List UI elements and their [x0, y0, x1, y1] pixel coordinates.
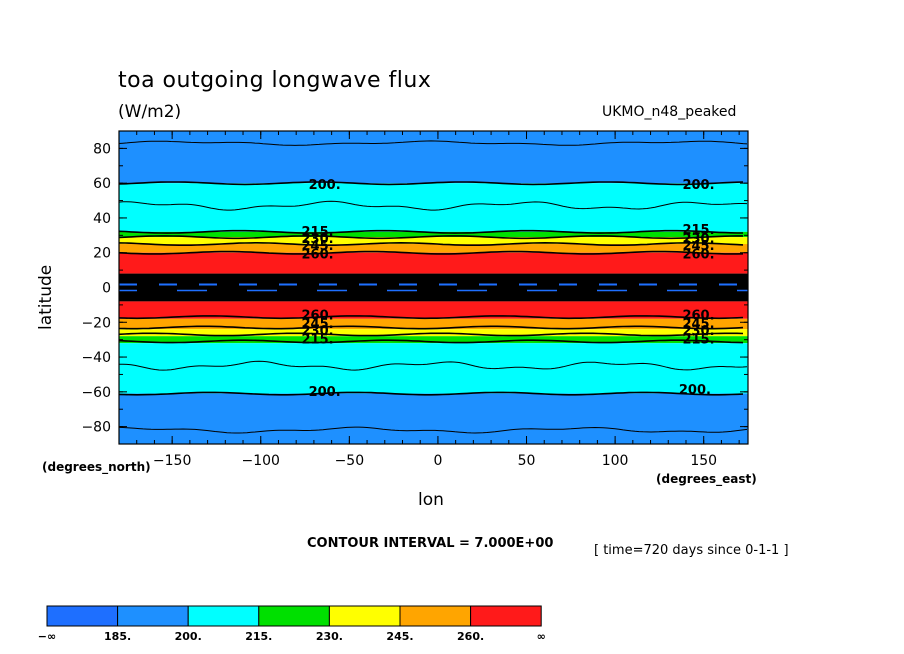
colorbar-label: ∞ — [537, 630, 546, 643]
latitude-band — [119, 273, 748, 302]
contour-label: 230. — [682, 324, 714, 339]
colorbar: −∞ 185. 200. 215. 230. 245. 260. ∞ — [38, 605, 546, 643]
contour-label-layer: 200. 200.215. 215.230. 230.245. 245.260. 260.… — [301, 178, 714, 400]
x-axis-label: lon — [418, 490, 444, 510]
x-tick-label: 100 — [602, 453, 629, 469]
contour-label: 215. — [301, 333, 333, 348]
contour-label: 200. — [679, 383, 711, 398]
colorbar-label: 185. — [104, 630, 131, 643]
contour-line-layer — [118, 181, 744, 396]
contour-line — [118, 250, 744, 255]
colorbar-label: 200. — [175, 630, 202, 643]
colorbar-swatch — [470, 605, 542, 627]
contour-label: 260. — [301, 308, 333, 323]
x-tick-label: 150 — [690, 453, 717, 469]
band-layer — [119, 131, 748, 444]
latitude-band — [119, 131, 748, 184]
contour-label: 245. — [682, 239, 714, 254]
x-tick-label: 0 — [433, 453, 442, 469]
contour-line — [118, 315, 744, 320]
y-tick-label: 80 — [93, 141, 111, 157]
y-tick-label: −40 — [81, 350, 111, 366]
contour-label: 260. — [682, 247, 714, 262]
colorbar-swatch — [46, 605, 119, 627]
colorbar-swatch — [258, 605, 330, 627]
contour-label: 215. — [682, 333, 714, 348]
contour-label: 200. — [309, 385, 341, 400]
time-text: [ time=720 days since 0-1-1 ] — [594, 543, 789, 558]
colorbar-swatch — [399, 605, 472, 627]
minor-contour — [119, 360, 748, 371]
latitude-band — [119, 244, 748, 253]
x-tick-label: −50 — [335, 453, 365, 469]
axes-layer: 80 60 40 20 0 −20 −40 −60 −80 −150 −100 −50 0 50 100 15… — [81, 130, 749, 469]
colorbar-label: 215. — [245, 630, 272, 643]
chart-title: toa outgoing longwave flux — [118, 68, 432, 93]
contour-line — [118, 325, 744, 330]
x-tick-label: −100 — [242, 453, 280, 469]
contour-line — [118, 235, 743, 240]
colorbar-label: −∞ — [38, 630, 56, 643]
detail-layer — [118, 140, 748, 434]
contour-label: 245. — [682, 317, 714, 332]
minor-contour — [118, 140, 748, 146]
latitude-band — [119, 318, 748, 330]
colorbar-label: 245. — [386, 630, 413, 643]
y-tick-label: −80 — [81, 420, 111, 436]
contour-label: 260. — [301, 247, 333, 262]
x-tick-label: −150 — [153, 453, 191, 469]
contour-line — [118, 229, 743, 234]
contour-label: 230. — [301, 324, 333, 339]
y-tick-label: 20 — [93, 246, 111, 262]
latitude-band — [119, 237, 748, 245]
contour-label: 230. — [301, 232, 333, 247]
contour-line — [118, 339, 744, 344]
contour-line — [118, 332, 744, 337]
colorbar-label: 230. — [316, 630, 343, 643]
contour-label: 230. — [682, 232, 714, 247]
x-tick-label: 50 — [518, 453, 536, 469]
latitude-band — [119, 393, 748, 444]
latitude-band — [119, 231, 748, 238]
latitude-band — [119, 343, 748, 394]
contour-line — [118, 391, 744, 396]
y-tick-label: −60 — [81, 385, 111, 401]
latitude-band — [119, 252, 748, 274]
y-tick-label: 0 — [102, 281, 111, 297]
latitude-band — [119, 301, 748, 319]
contour-line — [118, 241, 744, 246]
colorbar-swatch — [328, 605, 401, 627]
contour-label: 245. — [301, 239, 333, 254]
y-axis-units: (degrees_north) — [42, 460, 151, 474]
contour-label: 215. — [682, 223, 714, 238]
y-tick-label: 40 — [93, 211, 111, 227]
y-tick-label: 60 — [93, 176, 111, 192]
contour-label: 200. — [309, 178, 341, 193]
units-label: (W/m2) — [118, 102, 182, 122]
contour-label: 245. — [301, 317, 333, 332]
colorbar-label: 260. — [457, 630, 484, 643]
colorbar-swatch — [117, 605, 189, 627]
contour-line — [118, 181, 744, 186]
contour-label: 215. — [301, 225, 333, 240]
latitude-band — [119, 336, 748, 344]
contour-label: 200. — [682, 178, 714, 193]
colorbar-swatch — [187, 605, 260, 627]
model-label: UKMO_n48_peaked — [602, 104, 737, 120]
y-tick-label: −20 — [81, 315, 111, 331]
contour-label: 260. — [682, 308, 714, 323]
minor-contour — [118, 200, 748, 211]
latitude-band — [119, 183, 748, 232]
x-axis-units: (degrees_east) — [656, 472, 757, 486]
contour-interval-text: CONTOUR INTERVAL = 7.000E+00 — [307, 536, 554, 551]
minor-contour — [118, 426, 748, 434]
